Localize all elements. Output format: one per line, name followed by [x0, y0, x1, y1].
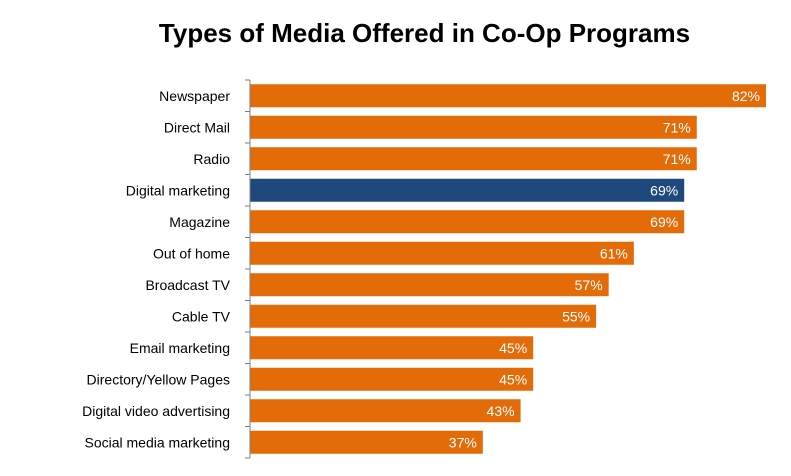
- value-label-directory-yellow-pages: 45%: [499, 371, 527, 387]
- value-label-newspaper: 82%: [732, 88, 760, 104]
- bar-magazine: [250, 210, 685, 234]
- bar-digital-video-advertising: [250, 399, 521, 423]
- category-label-out-of-home: Out of home: [153, 245, 230, 261]
- category-label-broadcast-tv: Broadcast TV: [145, 277, 230, 293]
- category-label-magazine: Magazine: [169, 214, 230, 230]
- bar-direct-mail: [250, 115, 697, 139]
- category-label-digital-video-advertising: Digital video advertising: [82, 403, 230, 419]
- category-label-social-media-marketing: Social media marketing: [84, 434, 230, 450]
- value-label-out-of-home: 61%: [600, 245, 628, 261]
- bar-newspaper: [250, 84, 766, 108]
- bar-social-media-marketing: [250, 430, 483, 454]
- value-label-digital-video-advertising: 43%: [487, 403, 515, 419]
- value-labels: 82% 71% 71% 69% 69% 61% 57% 55% 45% 45% 43% 37%: [449, 88, 760, 451]
- category-label-cable-tv: Cable TV: [172, 308, 231, 324]
- category-label-radio: Radio: [193, 151, 230, 167]
- value-label-cable-tv: 55%: [562, 308, 590, 324]
- value-label-digital-marketing: 69%: [650, 182, 678, 198]
- category-label-direct-mail: Direct Mail: [164, 119, 230, 135]
- category-label-directory-yellow-pages: Directory/Yellow Pages: [87, 371, 230, 387]
- category-label-digital-marketing: Digital marketing: [126, 182, 230, 198]
- chart-title: Types of Media Offered in Co-Op Programs: [158, 18, 691, 48]
- category-label-newspaper: Newspaper: [159, 88, 230, 104]
- bar-out-of-home: [250, 241, 634, 265]
- value-label-broadcast-tv: 57%: [575, 277, 603, 293]
- value-label-social-media-marketing: 37%: [449, 434, 477, 450]
- value-label-direct-mail: 71%: [663, 119, 691, 135]
- bar-cable-tv: [250, 304, 597, 328]
- bar-digital-marketing: [250, 178, 685, 202]
- value-label-magazine: 69%: [650, 214, 678, 230]
- bar-directory-yellow-pages: [250, 367, 534, 391]
- bars-group: [250, 84, 766, 454]
- bar-email-marketing: [250, 336, 534, 360]
- category-label-email-marketing: Email marketing: [130, 340, 230, 356]
- y-axis-ticks: [245, 79, 250, 459]
- value-label-email-marketing: 45%: [499, 340, 527, 356]
- bar-broadcast-tv: [250, 273, 609, 297]
- value-label-radio: 71%: [663, 151, 691, 167]
- bar-radio: [250, 147, 697, 171]
- category-labels: Newspaper Direct Mail Radio Digital marketi…: [82, 88, 231, 451]
